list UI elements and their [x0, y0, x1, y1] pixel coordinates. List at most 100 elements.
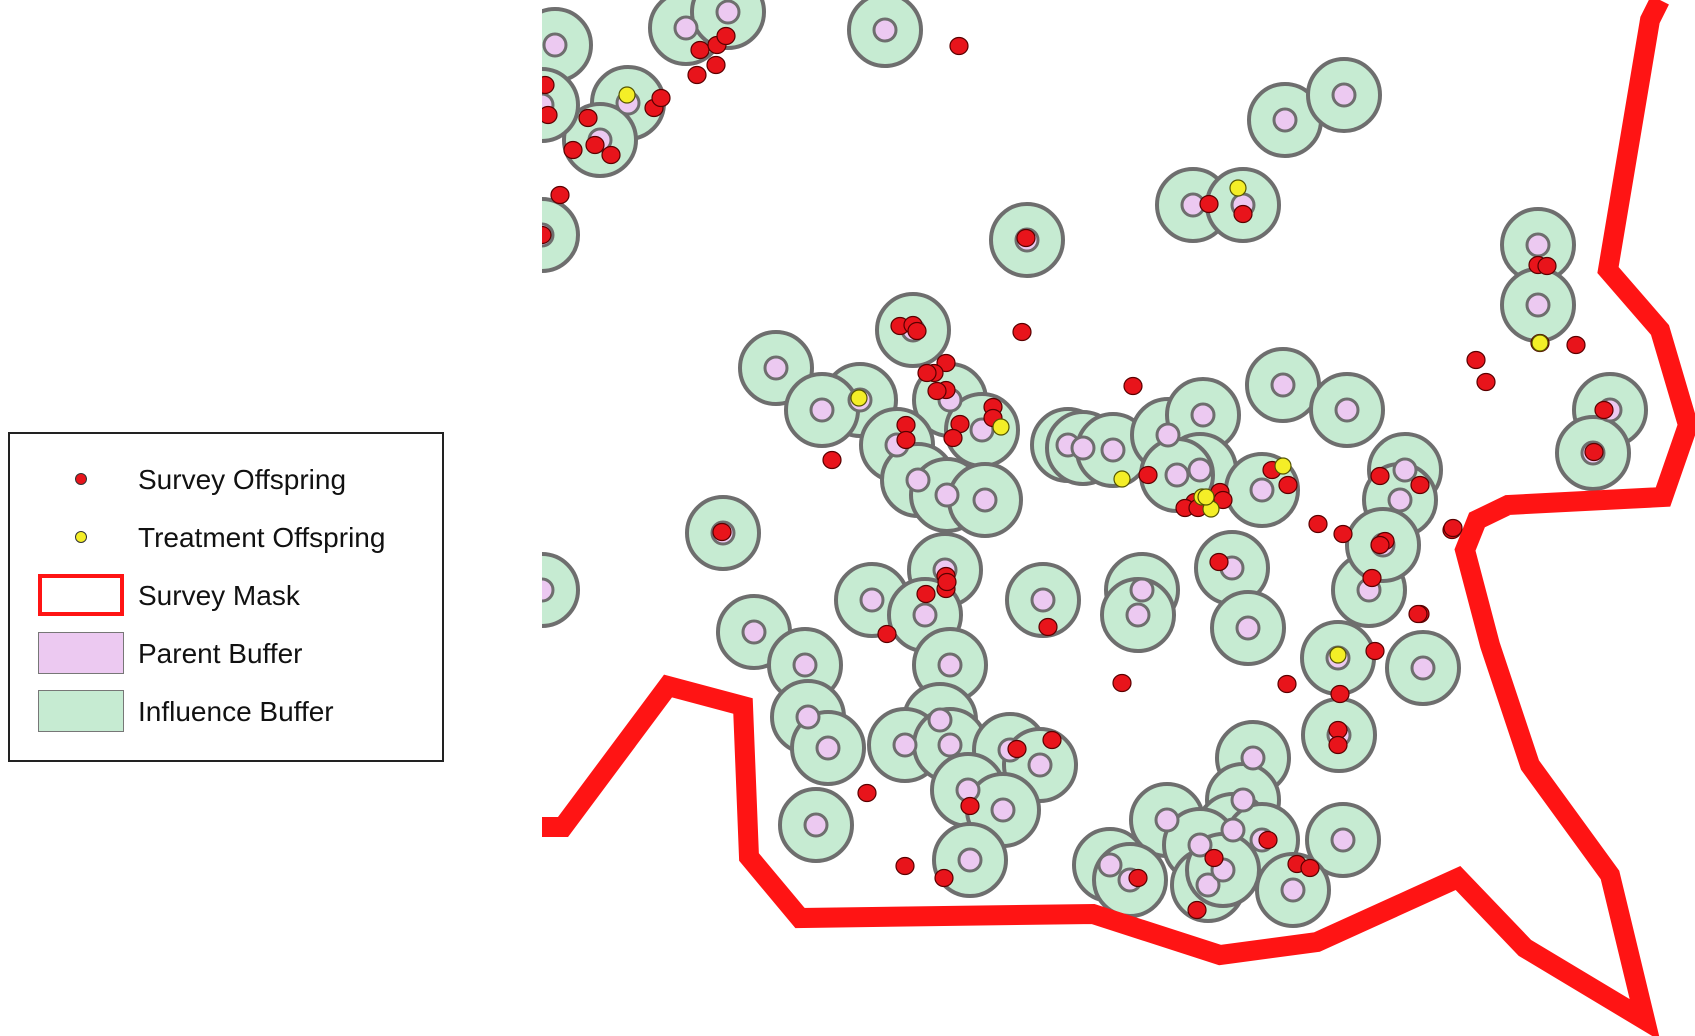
survey-offspring-point — [1278, 475, 1298, 495]
parent-buffer — [1097, 852, 1123, 878]
legend-item-survey-offspring: Survey Offspring — [10, 454, 442, 504]
survey-offspring-point — [1012, 322, 1032, 342]
survey-offspring-point — [907, 321, 927, 341]
legend-label: Survey Offspring — [138, 464, 347, 495]
survey-offspring-point — [706, 55, 726, 75]
survey-offspring-point — [960, 796, 980, 816]
survey-offspring-point — [927, 381, 947, 401]
parent-buffer — [1125, 602, 1151, 628]
survey-offspring-point — [1038, 617, 1058, 637]
parent-buffer — [763, 355, 789, 381]
treatment-offspring-point — [1113, 470, 1131, 488]
survey-offspring-point — [1584, 442, 1604, 462]
parent-buffer — [1330, 827, 1356, 853]
survey-offspring-point — [949, 36, 969, 56]
survey-offspring-point — [687, 65, 707, 85]
survey-offspring-point — [1204, 848, 1224, 868]
parent-buffer — [1220, 817, 1246, 843]
legend-label: Influence Buffer — [138, 696, 334, 727]
survey-mask-boundary — [542, 0, 1695, 1036]
survey-offspring-point — [1258, 830, 1278, 850]
parent-buffer — [1100, 437, 1126, 463]
parent-buffer — [1027, 752, 1053, 778]
survey-offspring-point — [1466, 350, 1486, 370]
parent-buffer — [1230, 787, 1256, 813]
survey-mask-layer — [542, 0, 1695, 1036]
legend-label: Parent Buffer — [138, 638, 303, 669]
parent-buffer — [1129, 577, 1155, 603]
parent-buffer — [937, 732, 963, 758]
influence-buffer — [542, 552, 580, 628]
parent-buffer — [1334, 397, 1360, 423]
survey-offspring-point — [716, 26, 736, 46]
survey-offspring-point — [578, 108, 598, 128]
parent-buffer — [741, 619, 767, 645]
survey-offspring-point — [917, 363, 937, 383]
parent-buffer — [815, 735, 841, 761]
survey-offspring-point — [1410, 475, 1430, 495]
parent-buffer — [957, 847, 983, 873]
parent-buffer — [937, 652, 963, 678]
parent-buffer — [905, 467, 931, 493]
treatment-offspring-point — [1229, 179, 1247, 197]
parent-buffer — [673, 15, 699, 41]
survey-map — [542, 0, 1695, 1036]
survey-offspring-point — [1199, 194, 1219, 214]
parent-buffer — [1525, 232, 1551, 258]
survey-offspring-point — [822, 450, 842, 470]
survey-offspring-point — [1187, 900, 1207, 920]
treatment-offspring-point — [1329, 646, 1347, 664]
survey-offspring-point — [1408, 604, 1428, 624]
survey-offspring-point — [651, 88, 671, 108]
parent-buffer — [859, 587, 885, 613]
parent-buffer — [1240, 745, 1266, 771]
parent-buffer — [1387, 487, 1413, 513]
survey-offspring-point — [1308, 514, 1328, 534]
parent-buffer — [1249, 477, 1275, 503]
survey-offspring-point — [1370, 535, 1390, 555]
survey-offspring-point — [550, 185, 570, 205]
survey-offspring-point — [1333, 524, 1353, 544]
survey-offspring-point — [1042, 730, 1062, 750]
survey-offspring-point — [563, 140, 583, 160]
survey-offspring-point — [712, 522, 732, 542]
legend-label: Survey Mask — [138, 580, 300, 611]
parent-buffer — [972, 487, 998, 513]
parent-buffer — [892, 732, 918, 758]
survey-offspring-point — [1476, 372, 1496, 392]
parent-buffer — [542, 32, 568, 58]
parent-buffer — [715, 0, 741, 25]
parent-buffer — [795, 704, 821, 730]
parent-buffer — [872, 17, 898, 43]
green-box-icon — [38, 690, 124, 732]
survey-offspring-point — [916, 584, 936, 604]
survey-offspring-point — [1594, 400, 1614, 420]
parent-buffer — [1331, 82, 1357, 108]
survey-offspring-point — [1328, 735, 1348, 755]
survey-offspring-point — [877, 624, 897, 644]
parent-buffer — [542, 577, 555, 603]
parent-buffer — [912, 602, 938, 628]
legend-item-survey-mask: Survey Mask — [10, 570, 442, 620]
survey-offspring-point — [542, 225, 552, 245]
survey-offspring-point — [1277, 674, 1297, 694]
parent-buffer — [990, 797, 1016, 823]
parent-buffer — [1195, 872, 1221, 898]
survey-offspring-point — [1365, 641, 1385, 661]
parent-buffer — [1280, 877, 1306, 903]
survey-offspring-point — [1233, 204, 1253, 224]
legend-item-parent-buffer: Parent Buffer — [10, 628, 442, 678]
treatment-offspring-point — [850, 389, 868, 407]
survey-offspring-point — [542, 105, 558, 125]
survey-offspring-point — [943, 428, 963, 448]
influence-buffer — [542, 197, 580, 273]
treatment-offspring-point — [992, 418, 1010, 436]
red-dot-icon — [38, 458, 124, 500]
survey-offspring-point — [1443, 518, 1463, 538]
survey-offspring-point — [542, 75, 555, 95]
parent-buffer — [1525, 292, 1551, 318]
survey-offspring-point — [936, 353, 956, 373]
survey-offspring-point — [1330, 684, 1350, 704]
survey-offspring-point — [1112, 673, 1132, 693]
parent-buffer — [809, 397, 835, 423]
